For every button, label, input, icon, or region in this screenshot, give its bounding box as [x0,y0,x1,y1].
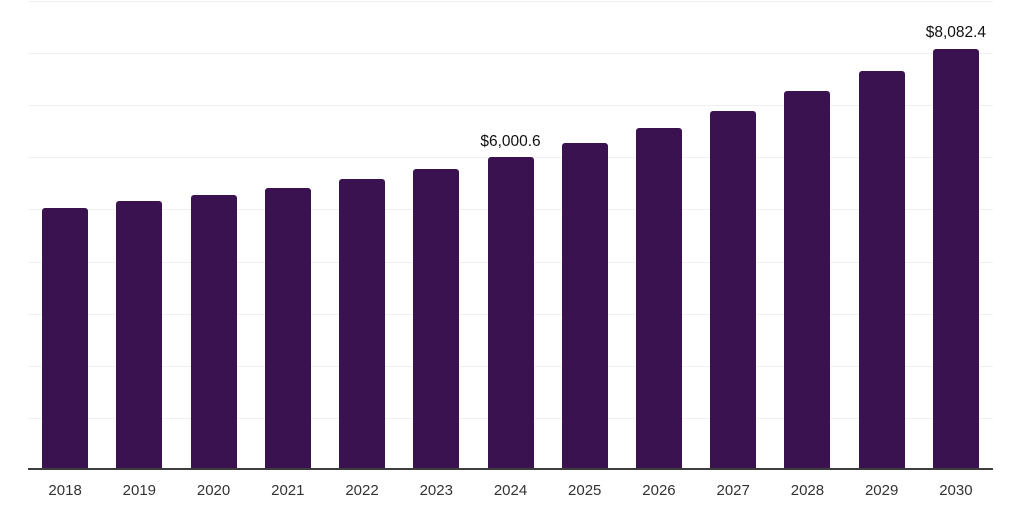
x-tick-2018: 2018 [48,482,82,499]
bar-2018[interactable] [42,208,89,470]
x-tick-2020: 2020 [196,482,231,499]
bar-2024[interactable] [487,157,534,470]
bar-2019[interactable] [116,201,163,470]
bar-2021[interactable] [264,188,311,470]
bar-2026[interactable] [635,128,682,470]
x-tick-2026: 2026 [642,482,676,499]
gridline [28,1,993,2]
x-tick-2028: 2028 [790,482,825,499]
x-tick-2029: 2029 [864,482,899,499]
x-tick-2025: 2025 [568,482,602,499]
gridline [28,53,993,55]
x-tick-2027: 2027 [716,482,750,499]
x-tick-2024: 2024 [493,482,528,499]
bar-2025[interactable] [561,143,608,470]
bar-2030[interactable] [932,48,979,470]
bar-2020[interactable] [190,195,237,470]
bar-2027[interactable] [710,111,757,470]
x-tick-2023: 2023 [419,482,453,499]
bar-2028[interactable] [784,91,831,470]
x-axis-line [28,468,993,470]
gridline [28,105,993,107]
x-tick-2019: 2019 [122,482,157,499]
bar-2022[interactable] [339,179,386,470]
bar-2029[interactable] [858,71,905,470]
x-tick-2021: 2021 [271,482,305,499]
data-label-2030: $8,082.4 [925,24,987,42]
bar-2023[interactable] [413,169,460,470]
x-tick-2022: 2022 [345,482,379,499]
data-label-2024: $6,000.6 [480,132,541,150]
plot-area: $6,000.6 $8,082.4 [28,1,993,470]
x-tick-2030: 2030 [939,482,973,499]
